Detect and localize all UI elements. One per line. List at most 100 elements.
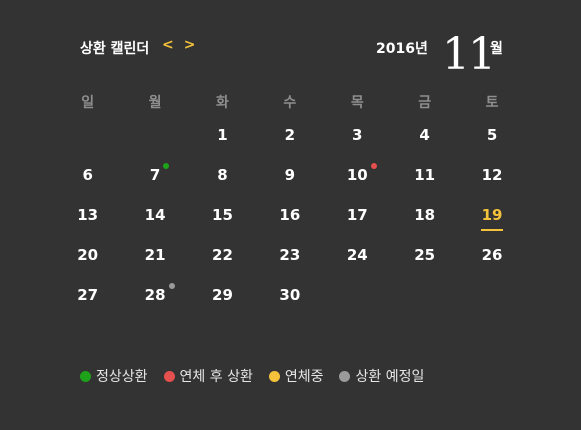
day-number: 13 [77, 206, 99, 224]
calendar-day[interactable]: 20 [54, 244, 121, 284]
calendar-day[interactable]: 18 [391, 204, 458, 244]
day-number: 2 [284, 126, 296, 144]
calendar-day[interactable]: 6 [54, 164, 121, 204]
calendar-day[interactable]: 30 [256, 284, 323, 324]
calendar-day[interactable]: 5 [458, 124, 525, 164]
day-number: 1 [217, 126, 228, 144]
weekday-tue: 화 [216, 95, 229, 111]
weekday-thu: 목 [350, 95, 364, 111]
day-number: 26 [481, 246, 503, 264]
calendar-week-row: 1 2 3 4 5 [54, 124, 528, 164]
day-number: 19 [480, 206, 504, 231]
day-number: 12 [481, 166, 503, 184]
day-number: 5 [486, 126, 498, 144]
day-number: 24 [346, 246, 368, 264]
legend-item: 정상상환 [80, 366, 148, 386]
status-legend: 정상상환 연체 후 상환 연체중 상환 예정일 [80, 366, 424, 386]
day-number: 9 [284, 166, 296, 184]
day-number: 15 [212, 206, 233, 224]
calendar-empty-cell [324, 284, 391, 324]
calendar-day[interactable]: 25 [391, 244, 458, 284]
legend-label: 정상상환 [96, 369, 148, 385]
weekday-header-row: 일 월 화 수 목 금 토 [54, 92, 528, 114]
calendar-week-row: 27 28 29 30 [54, 283, 528, 324]
calendar-empty-cell [391, 284, 458, 324]
calendar-day[interactable]: 11 [391, 164, 458, 204]
calendar-day[interactable]: 21 [121, 244, 188, 284]
next-month-button[interactable]: > [183, 37, 196, 53]
day-number: 30 [279, 286, 301, 304]
month-unit: 월 [490, 41, 503, 57]
day-number: 28 [145, 283, 175, 306]
legend-dot-icon [80, 370, 91, 382]
calendar-day[interactable]: 2 [256, 124, 323, 164]
calendar-title: 상환 캘린더 [80, 41, 150, 57]
day-number: 4 [419, 126, 430, 144]
calendar-day[interactable]: 19 [458, 204, 525, 244]
calendar-day[interactable]: 3 [324, 124, 391, 164]
calendar-day[interactable]: 17 [324, 204, 391, 244]
legend-dot-icon [339, 370, 351, 382]
status-dot-icon [168, 283, 175, 289]
prev-month-button[interactable]: < [162, 37, 174, 53]
calendar-week-row: 6 7 8 9 10 11 12 [54, 163, 528, 204]
day-number: 25 [414, 246, 436, 264]
day-number: 23 [279, 246, 301, 264]
calendar-week-row: 13 14 15 16 17 18 19 [54, 204, 528, 244]
calendar-day[interactable]: 24 [324, 244, 391, 284]
calendar-day[interactable]: 23 [256, 244, 323, 284]
legend-label: 상환 예정일 [355, 369, 425, 385]
calendar-day[interactable]: 12 [458, 164, 525, 204]
calendar-empty-cell [458, 284, 525, 324]
calendar-week-row: 20 21 22 23 24 25 26 [54, 244, 528, 284]
legend-item: 상환 예정일 [339, 366, 424, 386]
month-navigation: < > [162, 37, 195, 53]
calendar-day[interactable]: 29 [189, 284, 256, 324]
day-number: 22 [212, 246, 233, 264]
weekday-sun: 일 [81, 95, 95, 111]
calendar-day[interactable]: 9 [256, 164, 323, 204]
calendar-day[interactable]: 1 [189, 124, 256, 164]
calendar-day[interactable]: 28 [121, 283, 188, 324]
calendar-weeks: 1 2 3 4 5 6 7 8 9 10 11 12 13 14 15 16 17 18 19 20 21 22 23 24 2… [54, 124, 528, 324]
day-number: 21 [144, 246, 166, 264]
day-number: 20 [77, 246, 99, 264]
calendar-day[interactable]: 14 [121, 204, 188, 244]
calendar-day[interactable]: 15 [189, 204, 256, 244]
month-number: 11 [442, 29, 496, 80]
status-dot-icon [370, 163, 377, 169]
calendar-day[interactable]: 7 [121, 163, 188, 204]
calendar-grid: 일 월 화 수 목 금 토 1 2 3 4 5 6 7 8 9 10 11 12 13 14 15 16 17 1… [54, 92, 528, 324]
day-number: 3 [352, 126, 363, 144]
day-number: 27 [77, 286, 99, 304]
legend-item: 연체 후 상환 [163, 366, 253, 386]
day-number: 10 [347, 163, 377, 186]
day-number: 18 [414, 206, 436, 224]
calendar-day[interactable]: 13 [54, 204, 121, 244]
calendar-empty-cell [121, 124, 188, 164]
calendar-day[interactable]: 4 [391, 124, 458, 164]
calendar-day[interactable]: 16 [256, 204, 323, 244]
calendar-day[interactable]: 8 [189, 164, 256, 204]
weekday-fri: 금 [418, 95, 432, 111]
calendar-day[interactable]: 26 [458, 244, 525, 284]
calendar-day[interactable]: 22 [189, 244, 256, 284]
weekday-sat: 토 [485, 95, 499, 111]
day-number: 14 [144, 206, 166, 224]
legend-label: 연체중 [284, 369, 324, 385]
legend-dot-icon [163, 370, 175, 382]
year-label: 2016년 [376, 41, 428, 57]
calendar-empty-cell [54, 124, 121, 164]
calendar-day[interactable]: 27 [54, 284, 121, 324]
day-number: 29 [212, 286, 233, 304]
status-dot-icon [163, 163, 170, 169]
day-number: 16 [279, 206, 301, 224]
day-number: 8 [217, 166, 228, 184]
calendar-day[interactable]: 10 [324, 163, 391, 204]
legend-item: 연체중 [268, 366, 324, 386]
weekday-wed: 수 [283, 95, 297, 111]
legend-dot-icon [268, 370, 280, 382]
day-number: 11 [414, 166, 436, 184]
day-number: 6 [82, 166, 93, 184]
